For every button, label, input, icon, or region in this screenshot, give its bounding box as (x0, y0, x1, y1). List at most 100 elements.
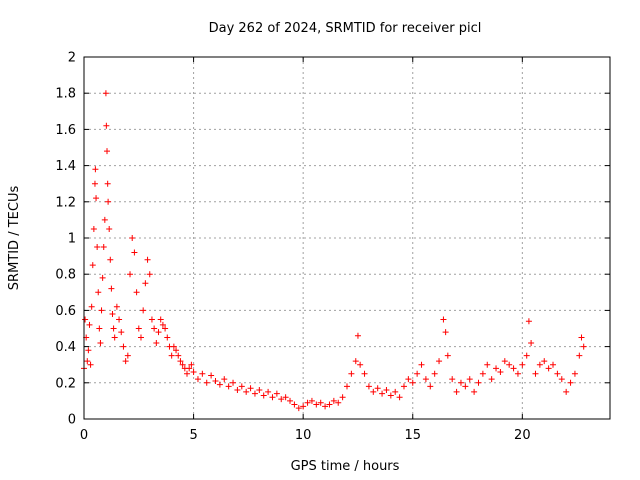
data-point-marker (157, 316, 164, 323)
data-point-marker (194, 376, 201, 383)
data-point-marker (449, 376, 456, 383)
y-tick-label: 0.8 (55, 268, 76, 283)
y-tick-label: 1.8 (55, 87, 76, 102)
data-point-marker (322, 403, 329, 410)
data-point-marker (335, 399, 342, 406)
data-point-marker (479, 370, 486, 377)
data-point-marker (427, 383, 434, 390)
data-point-marker (528, 339, 535, 346)
data-point-marker (230, 379, 237, 386)
data-point-marker (162, 325, 169, 332)
data-point-marker (580, 343, 587, 350)
axis-ticks: 00.20.40.60.811.21.41.61.820 5 10 15 20 (55, 51, 610, 443)
data-point-marker (142, 280, 149, 287)
data-point-marker (260, 392, 267, 399)
data-point-marker (374, 385, 381, 392)
data-point-marker (550, 361, 557, 368)
data-point-marker (523, 352, 530, 359)
data-point-marker (93, 195, 100, 202)
data-point-marker (95, 289, 102, 296)
data-point-marker (102, 90, 109, 97)
data-point-marker (501, 358, 508, 365)
data-point-marker (96, 325, 103, 332)
data-point-marker (110, 325, 117, 332)
data-point-marker (269, 394, 276, 401)
data-point-marker (475, 379, 482, 386)
x-tick-label: 10 (295, 428, 312, 443)
data-point-marker (536, 361, 543, 368)
data-point-marker (177, 358, 184, 365)
data-point-marker (129, 235, 136, 241)
data-point-marker (133, 289, 140, 296)
data-point-marker (317, 399, 324, 406)
y-tick-label: 1.2 (55, 195, 76, 210)
data-point-marker (300, 403, 307, 410)
data-point-marker (99, 274, 106, 281)
data-point-marker (462, 383, 469, 390)
data-point-marker (471, 388, 478, 395)
data-point-marker (118, 329, 125, 336)
y-tick-label: 1.4 (55, 159, 76, 174)
data-point-marker (144, 256, 151, 263)
data-point-marker (173, 347, 180, 354)
data-point-marker (348, 370, 355, 377)
data-point-marker (179, 361, 186, 368)
data-point-marker (532, 370, 539, 377)
plot-frame (83, 56, 611, 420)
data-point-marker (153, 339, 160, 346)
data-point-marker (414, 370, 421, 377)
data-point-marker (103, 122, 110, 129)
y-tick-label: 0.4 (55, 340, 76, 355)
data-point-marker (109, 311, 116, 318)
y-tick-label: 1 (68, 232, 76, 247)
data-point-marker (436, 358, 443, 365)
data-point-marker (422, 376, 429, 383)
data-point-marker (86, 321, 93, 328)
x-axis-label: GPS time / hours (291, 459, 400, 474)
data-point-marker (113, 303, 120, 310)
data-point-marker (453, 388, 460, 395)
data-point-marker (188, 361, 195, 368)
data-point-marker (510, 365, 517, 372)
data-point-marker (554, 370, 561, 377)
data-point-marker (273, 390, 280, 397)
data-point-marker (392, 388, 399, 395)
data-point-marker (405, 376, 412, 383)
data-point-marker (105, 198, 112, 205)
data-point-marker (409, 379, 416, 386)
data-point-marker (326, 401, 333, 408)
data-point-marker (107, 256, 114, 263)
data-point-marker (563, 388, 570, 395)
data-point-marker (137, 334, 144, 341)
x-tick-label: 20 (514, 428, 531, 443)
data-point-marker (352, 358, 359, 365)
data-point-marker (199, 370, 206, 377)
data-point-marker (545, 365, 552, 372)
data-point-marker (304, 399, 311, 406)
data-point-marker (101, 216, 108, 223)
data-point-marker (251, 390, 258, 397)
data-point-marker (308, 397, 315, 404)
data-point-marker (278, 396, 285, 403)
data-point-marker (238, 383, 245, 390)
data-point-marker (146, 271, 153, 278)
data-point-marker (90, 225, 97, 232)
data-point-marker (135, 325, 142, 332)
data-point-marker (104, 180, 111, 187)
data-point-marker (514, 370, 521, 377)
data-point-marker (466, 376, 473, 383)
data-point-marker (365, 383, 372, 390)
data-point-marker (571, 370, 578, 377)
data-point-marker (457, 379, 464, 386)
data-point-marker (98, 307, 105, 314)
data-point-marker (131, 249, 138, 256)
y-axis-label: SRMTID / TECUs (7, 186, 22, 291)
data-point-marker (506, 361, 513, 368)
data-point-marker (287, 397, 294, 404)
data-point-marker (148, 316, 155, 323)
data-point-marker (418, 361, 425, 368)
data-point-marker (84, 358, 91, 365)
data-point-marker (484, 361, 491, 368)
data-point-marker (400, 383, 407, 390)
data-point-marker (168, 352, 175, 359)
